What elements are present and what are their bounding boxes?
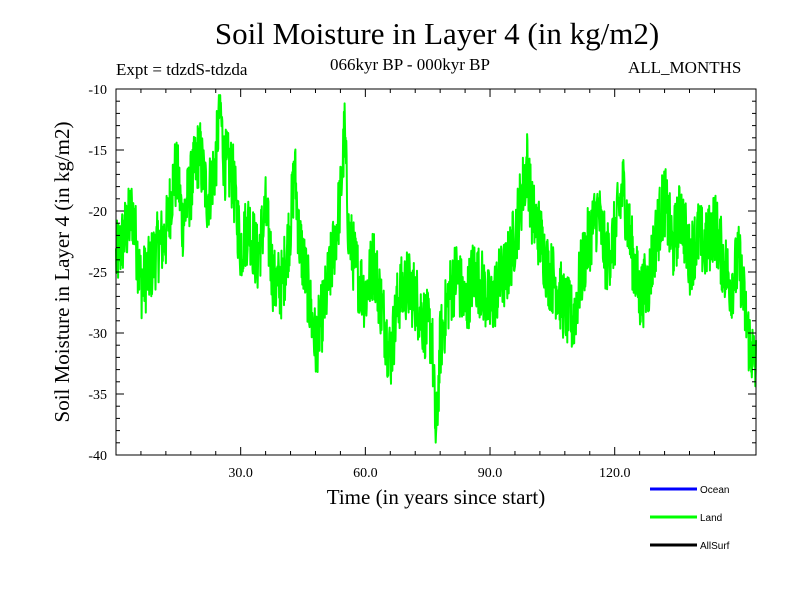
y-tick-label: -30 xyxy=(88,327,107,342)
y-tick-label: -20 xyxy=(88,205,107,220)
legend-label-ocean: Ocean xyxy=(700,485,729,496)
y-tick-label: -25 xyxy=(88,266,107,281)
x-axis-label: Time (in years since start) xyxy=(326,485,546,509)
x-tick-label: 60.0 xyxy=(353,466,378,481)
y-tick-label: -40 xyxy=(88,449,107,464)
experiment-label: Expt = tdzdS-tdzda xyxy=(116,60,248,79)
chart-title: Soil Moisture in Layer 4 (in kg/m2) xyxy=(214,16,660,51)
y-axis-label: Soil Moisture in Layer 4 (in kg/m2) xyxy=(50,122,74,423)
legend-label-land: Land xyxy=(700,513,722,524)
months-label: ALL_MONTHS xyxy=(628,58,742,77)
y-tick-label: -15 xyxy=(88,144,107,159)
period-label: 066kyr BP - 000kyr BP xyxy=(330,55,490,74)
legend-label-allsurf: AllSurf xyxy=(700,541,730,552)
x-tick-label: 90.0 xyxy=(478,466,503,481)
y-tick-label: -35 xyxy=(88,388,107,403)
y-tick-label: -10 xyxy=(88,83,107,98)
series-line-land xyxy=(115,94,757,444)
x-tick-label: 120.0 xyxy=(599,466,631,481)
x-tick-label: 30.0 xyxy=(228,466,253,481)
